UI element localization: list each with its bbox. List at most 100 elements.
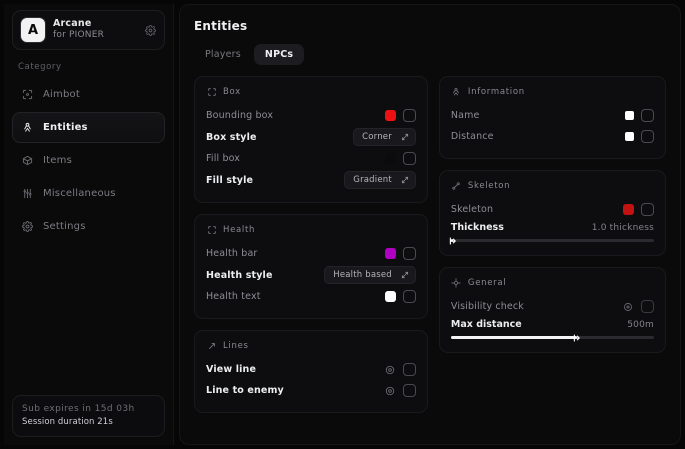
row-controls	[384, 109, 416, 122]
tab-players[interactable]: Players	[205, 49, 241, 60]
row-box-style: Box style Corner	[206, 126, 416, 148]
slider-header: Max distance 500m	[451, 319, 654, 330]
subscription-card: Sub expires in 15d 03h Session duration …	[12, 395, 165, 437]
row-controls	[384, 152, 416, 165]
checkbox-health-bar[interactable]	[402, 247, 416, 260]
dropdown-fill-style[interactable]: Gradient	[344, 171, 416, 189]
brand-subtitle: for PIONER	[53, 30, 105, 41]
card-header: General	[451, 277, 654, 288]
row-controls	[384, 290, 416, 303]
checkbox-visibility-check[interactable]	[641, 300, 654, 313]
row-label: Fill style	[206, 174, 254, 186]
checkbox-distance[interactable]	[641, 130, 654, 143]
checkbox-bounding-box[interactable]	[402, 109, 416, 122]
gear-icon[interactable]	[384, 385, 396, 397]
tab-npcs[interactable]: NPCs	[253, 44, 305, 65]
color-swatch[interactable]	[384, 110, 396, 121]
sliders-icon	[21, 187, 34, 200]
card-header: Skeleton	[451, 180, 654, 191]
row-label: Thickness	[450, 222, 504, 233]
left-column: Box Bounding box Box style Cor	[194, 76, 428, 413]
dropdown-health-style[interactable]: Health based	[324, 266, 416, 284]
row-controls	[384, 247, 416, 260]
checkbox-health-text[interactable]	[402, 290, 416, 303]
eye-icon[interactable]	[622, 301, 634, 313]
expand-icon	[401, 133, 409, 141]
brand-text: Arcane for PIONER	[53, 18, 137, 41]
sidebar-item-aimbot[interactable]: Aimbot	[12, 79, 165, 110]
color-swatch[interactable]	[625, 132, 634, 141]
color-swatch[interactable]	[384, 248, 396, 259]
row-fill-style: Fill style Gradient	[206, 169, 416, 191]
row-label: Distance	[450, 131, 494, 142]
frame-icon	[206, 86, 217, 97]
row-thickness: Thickness 1.0 thickness	[448, 220, 654, 245]
crosshair-icon	[21, 88, 34, 101]
row-label: Health bar	[206, 248, 258, 259]
session-duration: Session duration 21s	[22, 417, 113, 427]
row-health-style: Health style Health based	[206, 264, 416, 286]
checkbox-view-line[interactable]	[402, 363, 416, 376]
right-column: Information Name Distance	[438, 76, 666, 353]
row-label: Fill box	[206, 153, 241, 164]
row-controls	[622, 300, 654, 313]
row-label: Name	[450, 110, 480, 121]
dropdown-value: Health based	[333, 270, 392, 280]
sidebar-item-label: Items	[43, 155, 72, 166]
color-swatch[interactable]	[623, 204, 634, 215]
brand-card[interactable]: A Arcane for PIONER	[12, 10, 165, 50]
checkbox-skeleton[interactable]	[641, 203, 654, 216]
sidebar-item-label: Aimbot	[43, 89, 80, 100]
row-fill-box: Fill box	[206, 148, 416, 169]
slider-thumb[interactable]	[572, 333, 581, 342]
color-swatch[interactable]	[625, 111, 634, 120]
subscription-expiry: Sub expires in 15d 03h	[22, 404, 135, 414]
row-health-text: Health text	[206, 286, 416, 307]
card-lines: Lines View line	[194, 330, 428, 413]
card-header: Lines	[206, 340, 416, 351]
row-bounding-box: Bounding box	[206, 105, 416, 126]
slider-thumb[interactable]	[448, 236, 457, 245]
card-box: Box Bounding box Box style Cor	[194, 76, 428, 203]
category-label: Category	[18, 62, 62, 72]
sidebar-item-entities[interactable]: Entities	[12, 112, 165, 143]
expand-icon	[401, 271, 409, 279]
sidebar-item-settings[interactable]: Settings	[12, 211, 165, 242]
slider-max-distance[interactable]	[450, 333, 654, 342]
slider-header: Thickness 1.0 thickness	[451, 222, 654, 233]
arrow-diagonal-icon	[206, 340, 217, 351]
info-nodes-icon	[451, 86, 462, 97]
checkbox-line-to-enemy[interactable]	[402, 384, 416, 397]
sidebar-item-label: Entities	[43, 122, 88, 133]
row-view-line: View line	[206, 359, 416, 380]
gear-icon[interactable]	[384, 364, 396, 376]
sidebar-item-miscellaneous[interactable]: Miscellaneous	[12, 178, 165, 209]
row-controls: Health based	[324, 266, 416, 284]
color-swatch[interactable]	[384, 291, 396, 302]
brand-title: Arcane	[53, 18, 92, 30]
row-label: View line	[206, 364, 257, 375]
dropdown-box-style[interactable]: Corner	[353, 128, 416, 146]
color-swatch[interactable]	[384, 153, 396, 164]
row-label: Box style	[206, 131, 257, 143]
gear-icon[interactable]	[145, 24, 156, 36]
row-controls	[623, 203, 654, 216]
sidebar-item-label: Miscellaneous	[43, 188, 116, 199]
card-skeleton: Skeleton Skeleton Thickness 1.0 thicknes…	[438, 170, 666, 256]
card-header: Health	[206, 224, 416, 235]
sidebar-item-label: Settings	[43, 221, 86, 232]
main-panel: Entities Players NPCs Box	[179, 4, 681, 445]
card-title: Box	[223, 86, 241, 97]
checkbox-name[interactable]	[641, 109, 654, 122]
slider-thickness[interactable]	[448, 236, 654, 245]
target-icon	[451, 277, 462, 288]
checkbox-fill-box[interactable]	[402, 152, 416, 165]
row-controls	[625, 109, 654, 122]
slider-value: 500m	[627, 319, 654, 330]
tab-bar: Players NPCs	[194, 44, 666, 65]
row-max-distance: Max distance 500m	[450, 317, 654, 342]
sidebar-item-items[interactable]: Items	[12, 145, 165, 176]
row-distance: Distance	[451, 126, 654, 147]
row-controls: Corner	[353, 128, 416, 146]
